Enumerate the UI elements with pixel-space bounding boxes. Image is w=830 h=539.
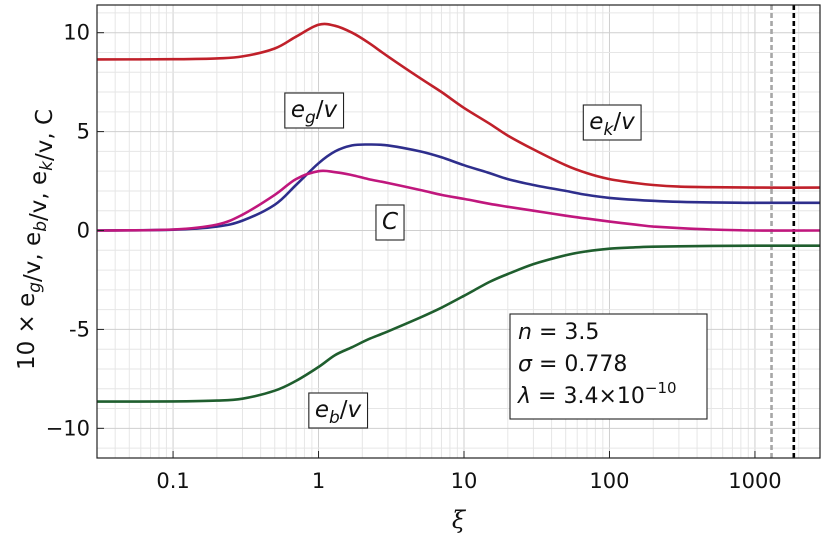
y-tick-label: 10 bbox=[63, 21, 90, 45]
series-line bbox=[96, 244, 820, 403]
series-line bbox=[96, 169, 821, 232]
svg-text:eb/v: eb/v bbox=[315, 397, 362, 428]
y-axis-title: 10 × eg/v, eb/v, ek/v, C bbox=[14, 109, 58, 370]
annotation-c: C bbox=[375, 204, 405, 241]
svg-text:eg/v: eg/v bbox=[291, 97, 338, 128]
y-tick-label: 0 bbox=[77, 219, 90, 243]
series-line bbox=[96, 22, 821, 189]
annotation-eb: eb/v bbox=[308, 392, 369, 429]
parameter-box-frame bbox=[509, 313, 708, 420]
svg-text:C: C bbox=[382, 209, 398, 235]
y-tick-label: −10 bbox=[46, 416, 90, 440]
y-tick-label: -5 bbox=[69, 317, 90, 341]
x-tick-label: 0.1 bbox=[156, 469, 189, 493]
y-tick-label: 5 bbox=[77, 120, 90, 144]
x-tick-label: 10 bbox=[451, 469, 478, 493]
grid bbox=[96, 5, 820, 458]
annotations: eg/v ek/v Ceb/v bbox=[284, 92, 642, 429]
svg-text:ek/v: ek/v bbox=[589, 109, 635, 140]
annotation-ek: ek/v bbox=[582, 104, 642, 141]
series-group bbox=[96, 22, 821, 403]
annotation-eg: eg/v bbox=[284, 92, 345, 129]
x-tick-label: 1000 bbox=[728, 469, 781, 493]
x-tick-label: 100 bbox=[589, 469, 629, 493]
ticks bbox=[97, 32, 756, 458]
x-axis-title: ξ bbox=[452, 506, 467, 534]
parameter-line: n = 3.5 bbox=[518, 320, 599, 345]
parameter-line: σ = 0.778 bbox=[518, 352, 627, 377]
x-tick-label: 1 bbox=[312, 469, 325, 493]
series-line bbox=[96, 143, 821, 232]
tick-labels: 0.1 1 10 100 1000 10 5 0 -5 −10 bbox=[46, 21, 782, 493]
plot-frame bbox=[96, 4, 821, 459]
parameter-line: λ = 3.4×10−10 bbox=[517, 379, 677, 409]
